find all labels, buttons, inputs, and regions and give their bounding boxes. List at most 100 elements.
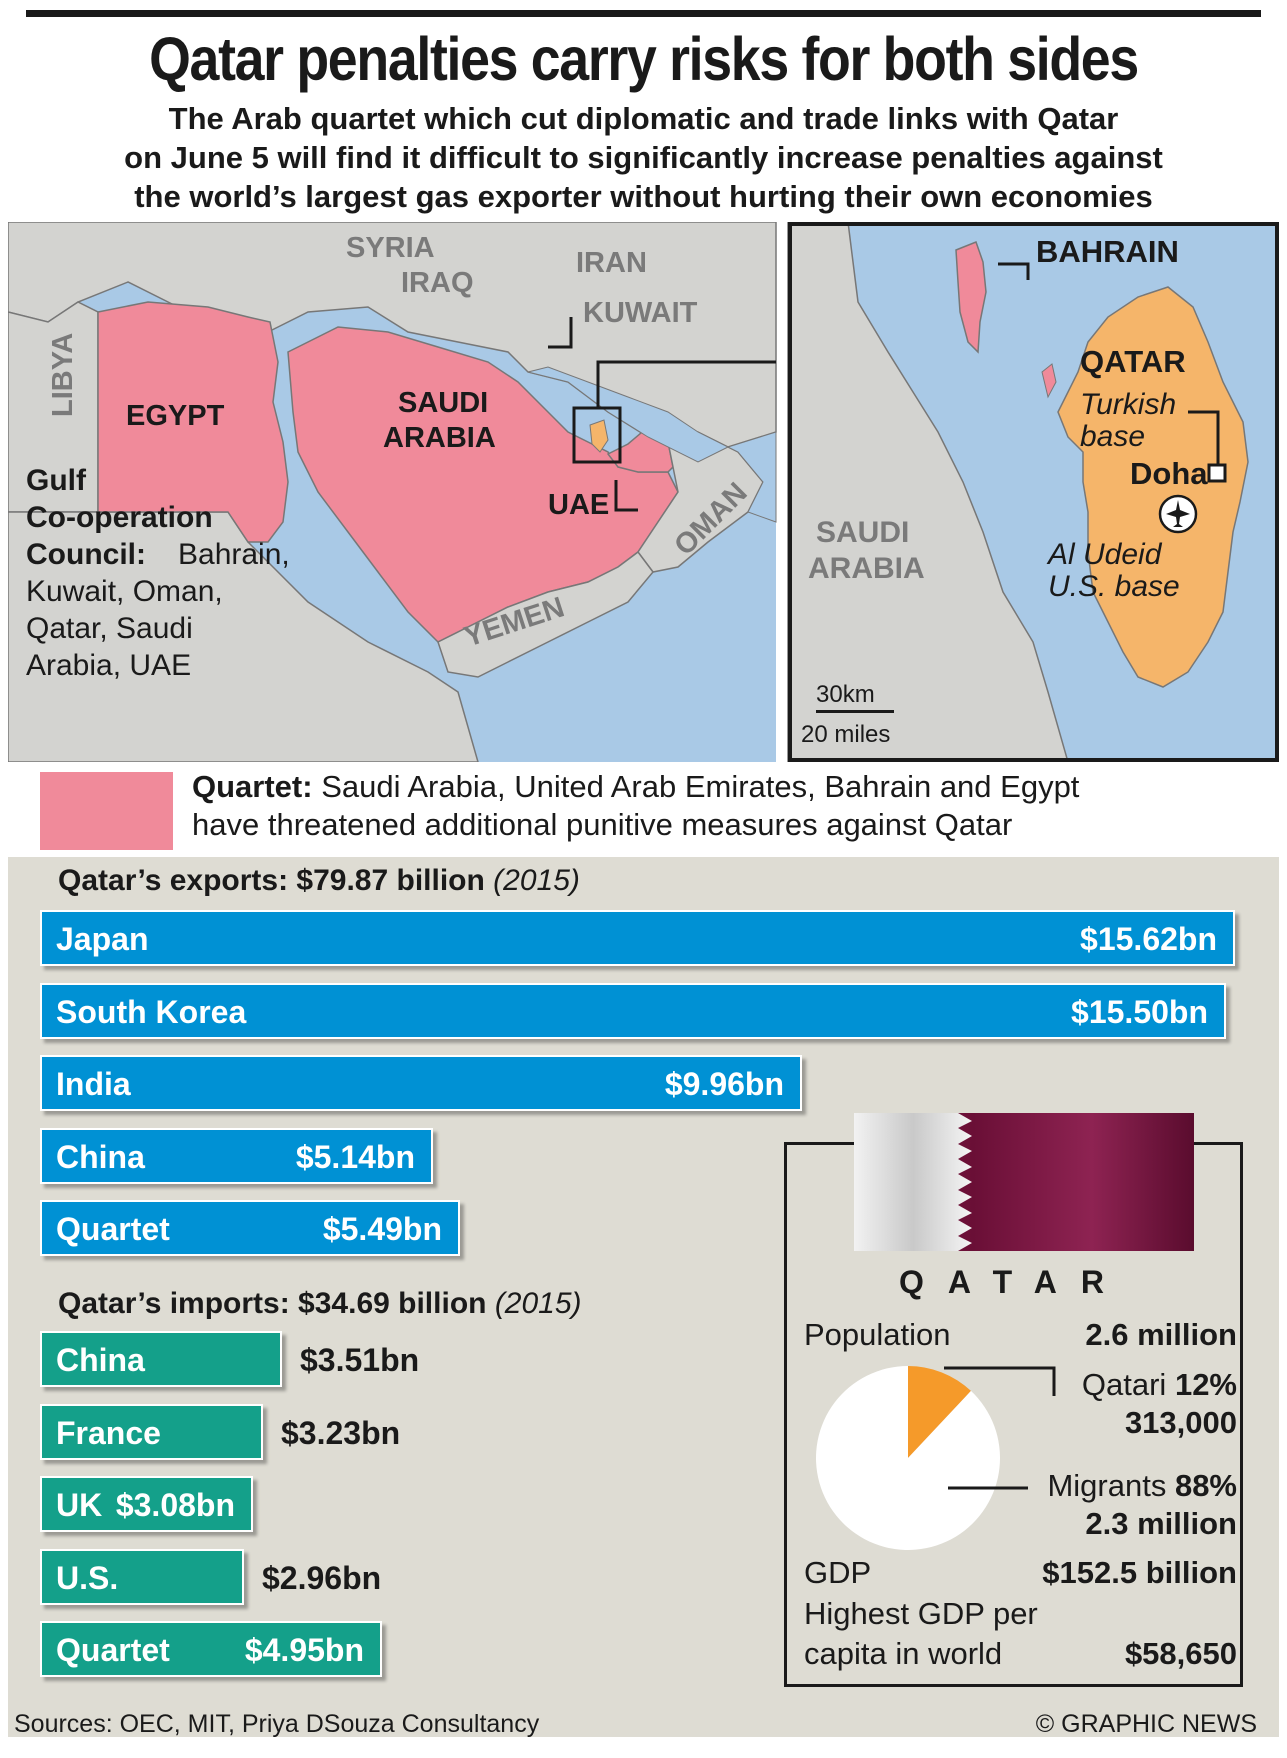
import-bar-value: $3.51bn [300,1342,420,1378]
legend-bold: Quartet: [192,769,313,804]
uae-leader [614,480,638,512]
inset-label-turkish: Turkish [1080,388,1176,421]
gdp-number: $152.5 billion [1042,1555,1237,1590]
import-bar-value: $2.96bn [262,1559,382,1596]
export-bar-label: South Korea [56,993,247,1030]
export-bar: South Korea $15.50bn [40,982,1226,1039]
import-bar-label: China [56,1342,145,1378]
import-bar: France [40,1403,263,1460]
import-bar: Quartet $4.95bn [40,1621,382,1677]
sources: Sources: OEC, MIT, Priya DSouza Consulta… [14,1710,540,1738]
qatari-count: 313,000 [1125,1405,1237,1441]
map-label-syria: SYRIA [346,232,435,264]
doha-marker [1207,463,1227,483]
map-label-kuwait: KUWAIT [583,297,698,329]
population-pie [816,1366,1000,1550]
population-number: 2.6 million [1085,1317,1237,1352]
population-label: Population [804,1317,951,1352]
scale-km: 30km [816,681,875,708]
export-bar-label: China [56,1138,145,1175]
scale-miles: 20 miles [801,721,890,748]
migrants-line: Migrants 88% [1047,1468,1237,1504]
import-bar-value: $4.95bn [244,1632,364,1668]
export-bar-value: $15.50bn [1071,993,1208,1030]
map-label-iran: IRAN [576,247,647,279]
egypt-shape [97,301,289,543]
map-label-arabia: ARABIA [383,422,496,454]
kuwait-leader [548,317,573,349]
page-title: Qatar penalties carry risks for both sid… [149,25,1139,93]
qatar-name: QATAR [898,1264,1128,1300]
qatar-flag-icon [854,1113,1194,1251]
imports-title-text: Qatar’s imports: $34.69 billion [58,1287,487,1320]
subtitle: The Arab quartet which cut diplomatic an… [26,99,1261,216]
imports-title: Qatar’s imports: $34.69 billion (2015) [58,1287,582,1321]
population-value: 2.6 million [1085,1317,1237,1353]
subtitle-line: The Arab quartet which cut diplomatic an… [168,101,1119,136]
import-bar-label: Quartet [56,1632,170,1668]
inset-bahrain-shape [955,241,987,354]
export-bar-label: Quartet [56,1211,170,1247]
subtitle-line: on June 5 will find it difficult to sign… [124,140,1163,175]
yemen-shape [437,550,654,678]
import-bar: China [40,1331,282,1387]
imports-year: (2015) [494,1287,582,1320]
map-label-saudi: SAUDI [398,387,488,419]
bahrain-leader [998,262,1030,280]
export-bar-value: $5.14bn [295,1138,415,1175]
hawar-islands [1041,363,1057,399]
legend-line-1: Quartet: Saudi Arabia, United Arab Emira… [192,768,1079,806]
import-bar-label: U.S. [56,1559,119,1596]
migrants-pct: 88% [1174,1468,1237,1503]
exports-year: (2015) [493,864,580,897]
gcc-members: Bahrain, [178,538,290,571]
export-bar: Quartet $5.49bn [40,1200,460,1256]
top-rule [26,10,1261,17]
gcc-members: Arabia, UAE [26,649,191,682]
inset-label-turkish: base [1080,420,1145,453]
import-bar: UK $3.08bn [40,1476,253,1532]
qatar-shape [589,419,609,453]
pie-leaders [944,1366,1056,1490]
qatari-line: Qatari 12% [1082,1367,1237,1403]
gdp-pc-number: $58,650 [1124,1636,1237,1671]
gcc-heading: Council: [26,538,146,571]
region-map: SYRIA IRAQ IRAN KUWAIT LIBYA EGYPT SAUDI… [8,222,1279,762]
gcc-heading: Gulf [26,464,87,497]
inset-label-bahrain: BAHRAIN [1036,234,1179,269]
quartet-legend-swatch [40,772,173,850]
gdp-value: $152.5 billion [1042,1555,1237,1591]
migrants-count-value: 2.3 million [1085,1506,1237,1541]
export-bar-label: Japan [56,921,149,957]
export-bar: India $9.96bn [40,1055,802,1111]
migrants-count: 2.3 million [1085,1506,1237,1542]
export-bar-label: India [56,1066,131,1102]
inset-leader [596,360,776,408]
export-bar: China $5.14bn [40,1127,433,1184]
inset-saudi-land [787,222,1069,762]
gcc-members: Kuwait, Oman, [26,575,223,608]
map-label-libya: LIBYA [47,333,79,417]
map-label-egypt: EGYPT [126,400,225,432]
inset-label-doha: Doha [1130,456,1208,491]
credit: © GRAPHIC NEWS [1035,1710,1257,1738]
gdp-label: GDP [804,1555,872,1590]
subtitle-line: the world’s largest gas exporter without… [134,179,1153,214]
exports-title: Qatar’s exports: $79.87 billion (2015) [58,864,580,898]
exports-title-text: Qatar’s exports: $79.87 billion [58,864,485,897]
migrants-label: Migrants [1047,1468,1167,1503]
inset-qatar-shape [1057,286,1249,688]
plane-glyph [1166,500,1190,527]
gcc-members: Qatar, Saudi [26,612,193,645]
map-svg: SYRIA IRAQ IRAN KUWAIT LIBYA EGYPT SAUDI… [8,222,1279,762]
inset-label-qatar: QATAR [1080,344,1186,379]
inset-label-udeid: Al Udeid [1046,538,1163,571]
import-bar-label: UK [56,1487,103,1523]
qatari-count-value: 313,000 [1124,1405,1237,1440]
persian-gulf [527,366,777,523]
legend-text: Saudi Arabia, United Arab Emirates, Bahr… [312,769,1080,804]
inset-label-udeid: U.S. base [1048,570,1180,603]
qatari-pct: 12% [1174,1367,1237,1402]
turkish-base-leader [1188,410,1220,472]
gdp-pc-value: $58,650 [1125,1636,1237,1672]
